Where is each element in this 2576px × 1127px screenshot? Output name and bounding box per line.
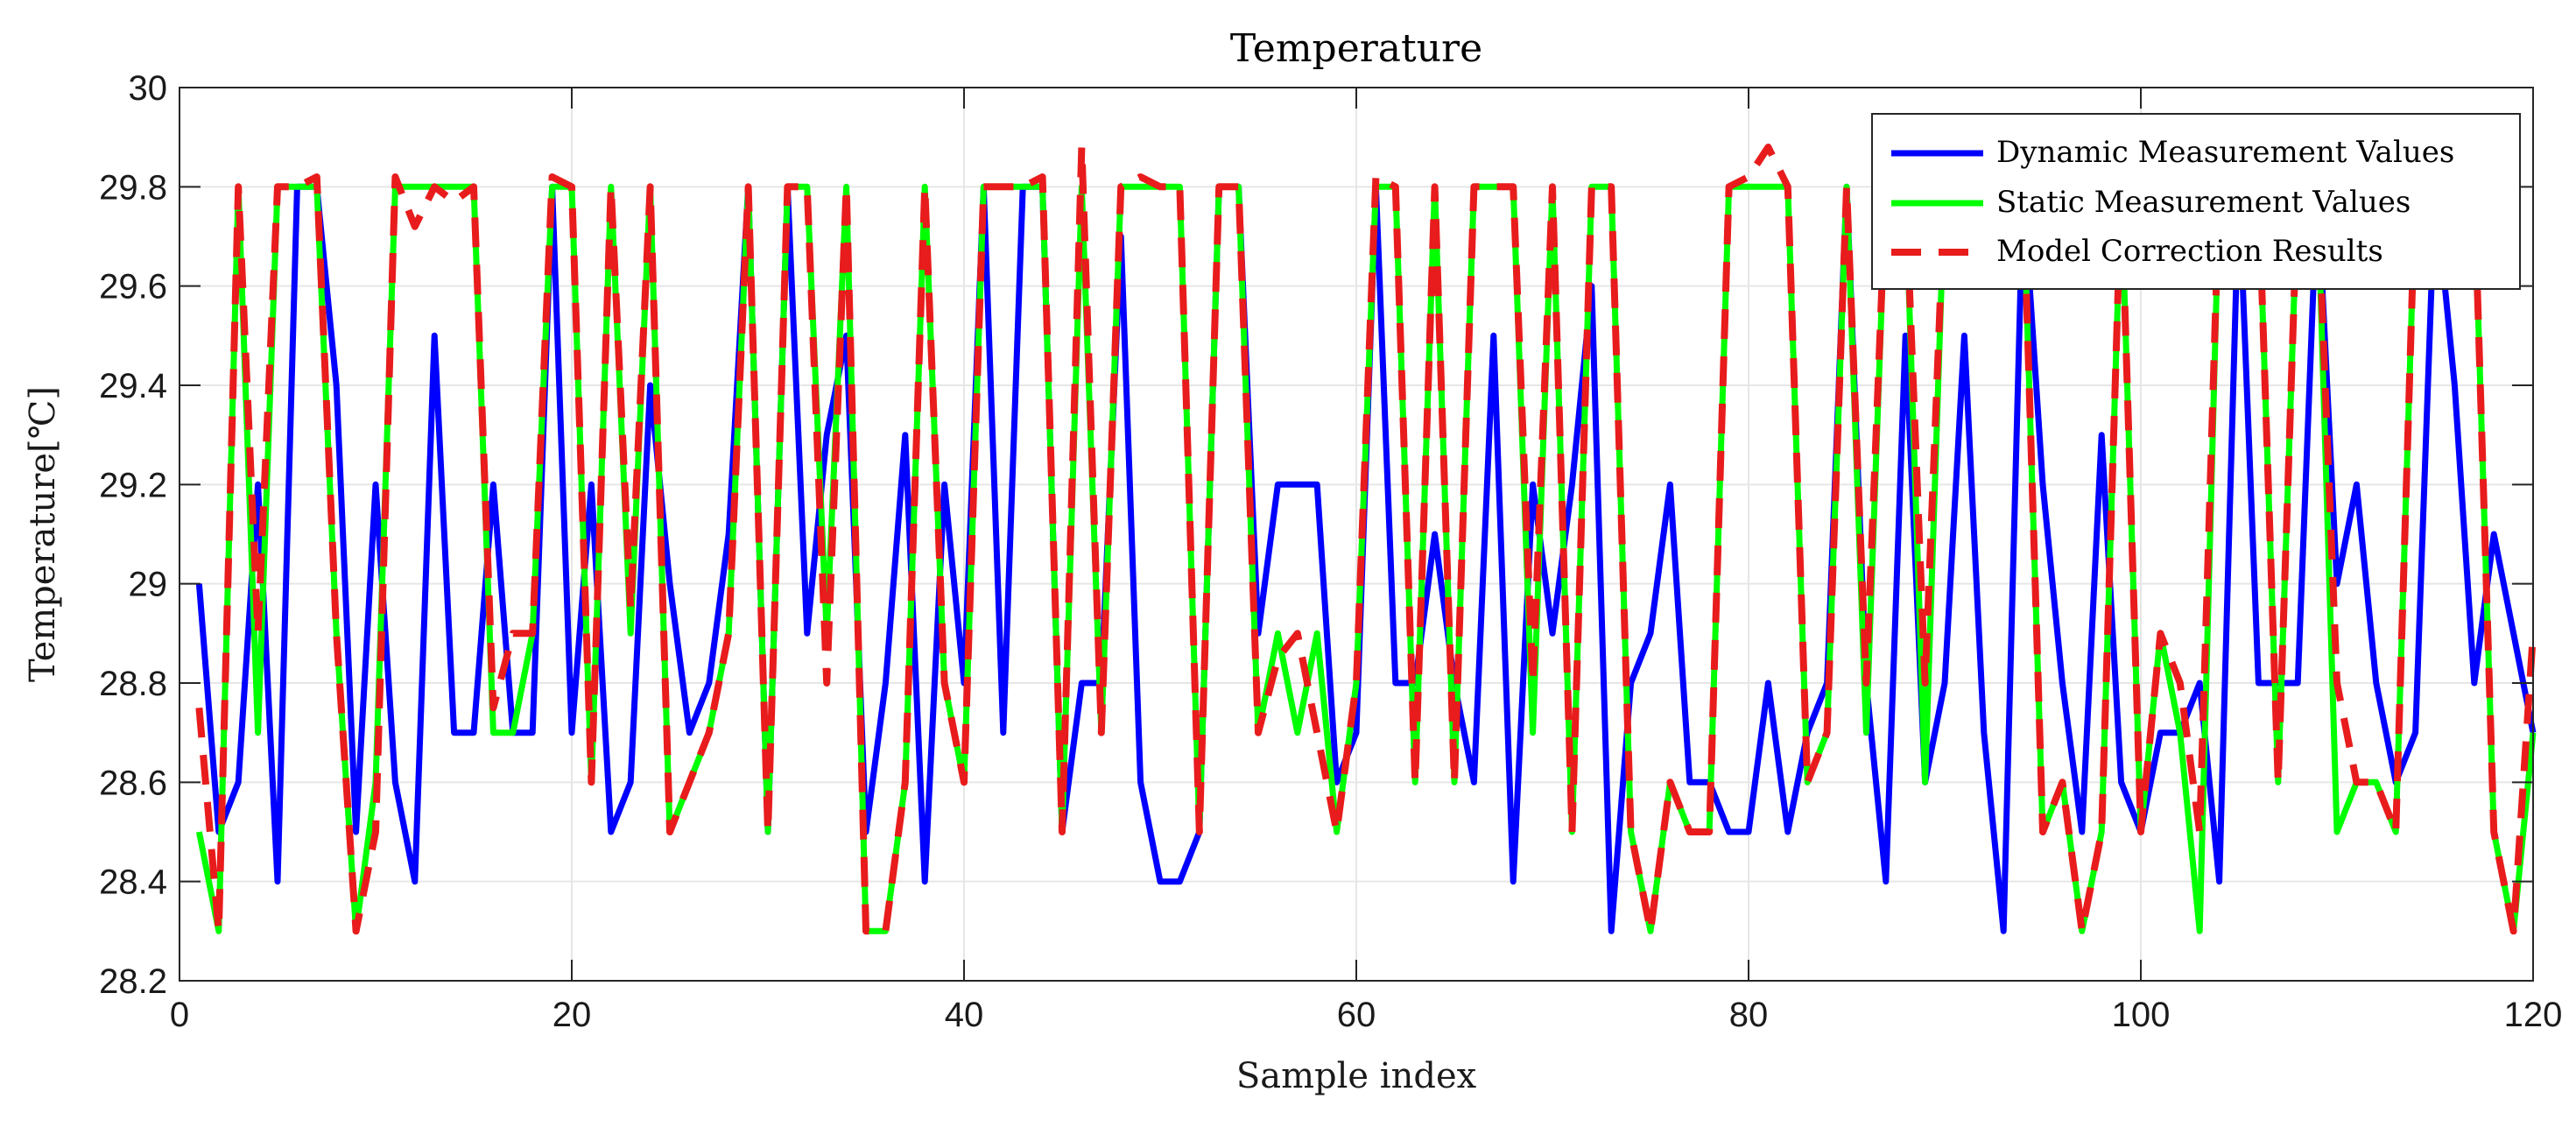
y-tick-label: 30 xyxy=(129,69,168,108)
x-tick-label: 60 xyxy=(1337,996,1376,1034)
x-tick-label: 40 xyxy=(945,996,984,1034)
x-tick-label: 120 xyxy=(2504,996,2563,1034)
axis-ticks: 0 20 40 60 80 100 120 28.2 28.4 28.6 28.8 29 29.2 29.… xyxy=(99,69,2562,1034)
legend-items: Dynamic Measurement Values Static Measure… xyxy=(1891,135,2454,269)
x-tick-label: 0 xyxy=(170,996,189,1034)
series-layer xyxy=(195,144,2537,935)
series-line-3 xyxy=(195,144,2537,935)
y-tick-label: 29.2 xyxy=(99,466,167,504)
y-tick-label: 28.2 xyxy=(99,962,167,1001)
x-tick-label: 20 xyxy=(553,996,592,1034)
y-tick-label: 28.4 xyxy=(99,863,167,902)
legend-label-2: Static Measurement Values xyxy=(1996,185,2411,220)
x-axis-label: Sample index xyxy=(1236,1056,1477,1096)
x-tick-label: 80 xyxy=(1729,996,1769,1034)
legend: Dynamic Measurement Values Static Measure… xyxy=(1871,113,2521,290)
legend-label-3: Model Correction Results xyxy=(1996,234,2383,269)
chart-title: Temperature xyxy=(1230,26,1482,71)
y-tick-label: 29 xyxy=(129,566,168,604)
x-tick-label: 100 xyxy=(2112,996,2171,1034)
y-tick-label: 29.6 xyxy=(99,268,167,306)
y-axis-label: Temperature[℃] xyxy=(23,386,63,682)
y-tick-label: 29.8 xyxy=(99,168,167,207)
legend-label-1: Dynamic Measurement Values xyxy=(1996,135,2454,170)
y-tick-label: 29.4 xyxy=(99,367,167,405)
y-tick-label: 28.6 xyxy=(99,764,167,802)
y-tick-label: 28.8 xyxy=(99,665,167,703)
